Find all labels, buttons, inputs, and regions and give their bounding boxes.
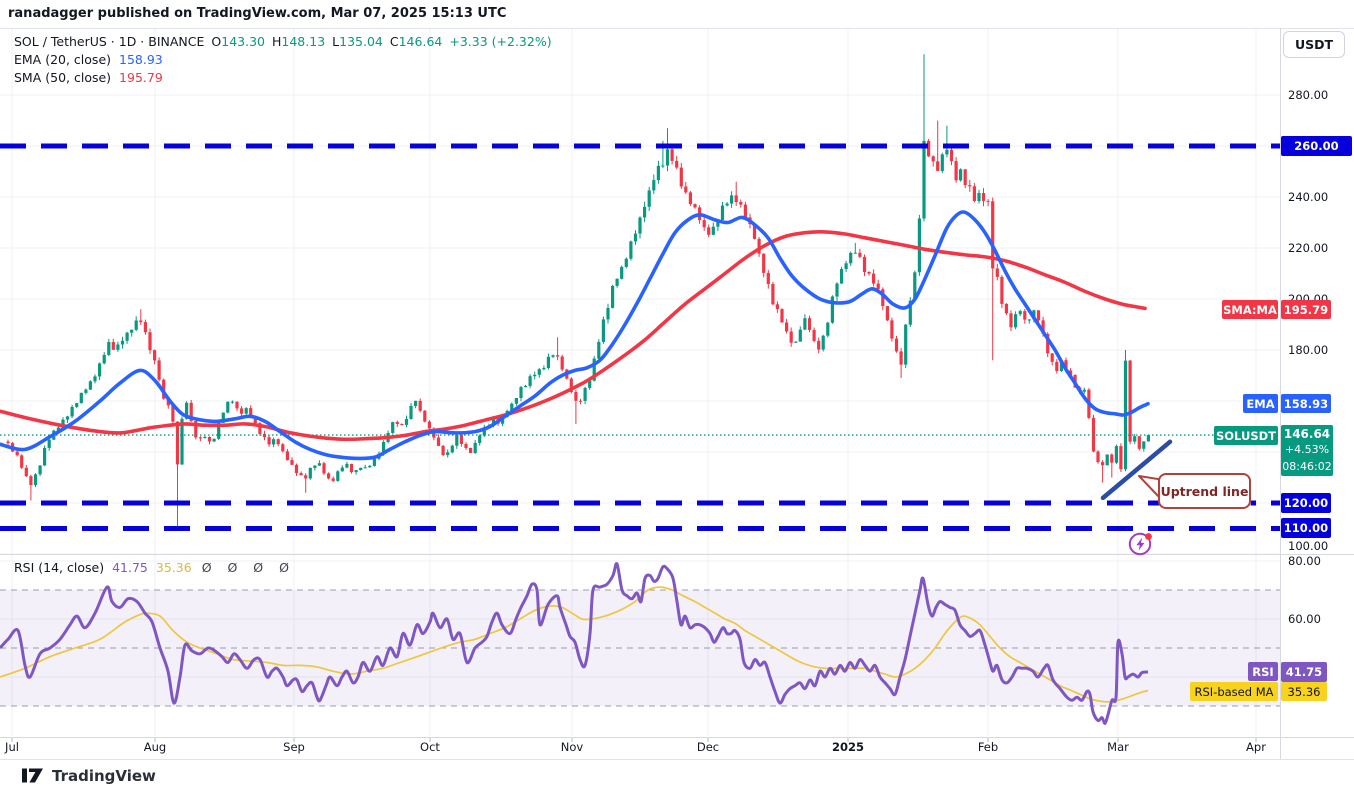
rsi-ma-axis-value: 35.36 [1281,682,1327,701]
price-tick-220: 220.00 [1288,241,1329,255]
ohlc-value-O: 143.30 [221,34,265,49]
ohlc-values: O143.30 H148.13 L135.04 C146.64 [204,34,442,49]
rsi-axis-value: 41.75 [1281,662,1327,682]
time-tick-Oct: Oct [420,740,440,754]
rsi-legend-label[interactable]: RSI (14, close) [14,560,105,575]
currency-toggle-button[interactable]: USDT [1283,31,1345,58]
rsi-ma-legend-value: 35.36 [155,560,192,575]
tradingview-brand-text: TradingView [52,766,156,785]
ohlc-key-L: L [332,34,340,49]
attribution-text: ranadagger published on TradingView.com,… [8,6,507,21]
pane-divider[interactable] [0,554,1354,555]
ema-legend-value: 158.93 [119,52,163,67]
ohlc-key-C: C [389,34,399,49]
rsi-axis-label: RSI [1248,662,1278,681]
level-badge-110: 110.00 [1281,518,1331,538]
frame-top-divider [0,28,1354,29]
sma-axis-value: 195.79 [1281,300,1331,319]
ohlc-key-O: O [211,34,222,49]
level-badge-260: 260.00 [1281,136,1352,156]
change-value: +3.33 (+2.32%) [449,34,552,49]
symbol-title[interactable]: SOL / TetherUS · 1D · BINANCE [14,34,205,49]
time-tick-Dec: Dec [696,740,720,754]
ohlc-value-C: 146.64 [398,34,443,49]
rsi-tick-80: 80.00 [1288,554,1321,568]
ohlc-value-L: 135.04 [339,34,383,49]
price-axis-divider[interactable] [1280,28,1281,759]
frame-bottom-divider [0,759,1354,760]
ohlc-key-H: H [272,34,282,49]
time-tick-Sep: Sep [283,740,305,754]
price-tick-240: 240.00 [1288,190,1329,204]
rsi-ma-axis-label: RSI-based MA [1190,682,1278,701]
price-tick-280: 280.00 [1288,88,1329,102]
rsi-legend: RSI (14, close) 41.75 35.36 Ø Ø Ø Ø [14,560,295,575]
rsi-tick-60: 60.00 [1288,612,1321,626]
sma-legend-value: 195.79 [119,70,163,85]
flash-event-icon[interactable] [1127,530,1155,558]
time-tick-Nov: Nov [560,740,584,754]
time-tick-2025: 2025 [831,740,865,754]
time-tick-Jul: Jul [5,740,19,754]
rsi-empty-slots: Ø Ø Ø Ø [201,560,295,575]
last-price: 146.64 [1283,426,1331,441]
symbol-axis-label: SOLUSDT [1214,426,1278,445]
ema-axis-label: EMA [1243,394,1278,413]
price-tick-100: 100.00 [1288,539,1329,553]
price-change-pct: +4.53% [1284,443,1330,457]
time-tick-Apr: Apr [1246,740,1266,754]
price-tick-180: 180.00 [1288,343,1329,357]
rsi-legend-value: 41.75 [112,560,148,575]
bar-countdown: 08:46:02 [1282,459,1332,473]
ema-legend-label[interactable]: EMA (20, close) [14,52,112,67]
time-axis-divider [0,737,1354,738]
level-badge-120: 120.00 [1281,493,1331,513]
sma-legend-label[interactable]: SMA (50, close) [14,70,112,85]
tradingview-footer[interactable]: TradingView [22,766,156,785]
tradingview-logo-icon [22,768,43,783]
ohlc-value-H: 148.13 [281,34,326,49]
time-tick-Feb: Feb [977,740,999,754]
uptrend-line-callout[interactable]: Uptrend line [1158,473,1251,509]
time-tick-Aug: Aug [143,740,167,754]
symbol-axis-badge: 146.64 +4.53% 08:46:02 [1281,425,1333,476]
sma-axis-label: SMA:MA [1222,300,1278,319]
ema-axis-value: 158.93 [1281,394,1331,413]
time-tick-Mar: Mar [1107,740,1129,754]
chart-legend: SOL / TetherUS · 1D · BINANCE O143.30 H148… [14,33,552,87]
